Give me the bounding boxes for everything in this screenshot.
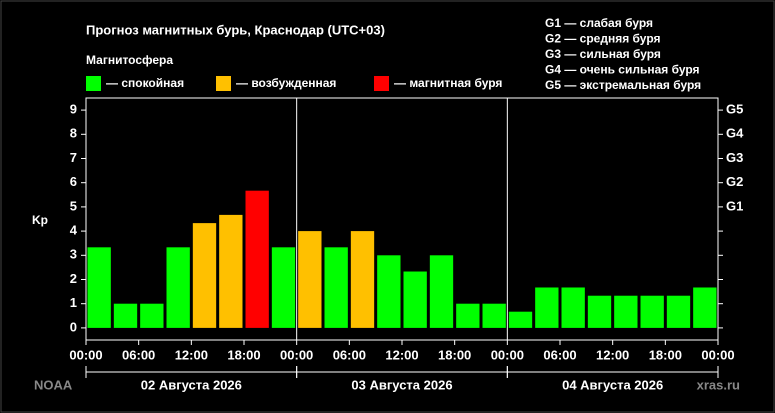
x-tick-label: 06:00 <box>543 347 576 362</box>
y-tick-label: 7 <box>70 150 77 165</box>
bar <box>614 295 638 328</box>
legend-label: — магнитная буря <box>394 76 502 90</box>
day-label: 03 Августа 2026 <box>351 377 452 392</box>
bar <box>377 255 401 328</box>
y-tick-label: 2 <box>70 271 77 286</box>
storm-level: G2 — средняя буря <box>545 32 661 46</box>
bar <box>350 231 375 328</box>
x-tick-label: 00:00 <box>280 347 313 362</box>
legend-label: — возбужденная <box>236 76 336 90</box>
bar <box>324 247 348 328</box>
x-tick-label: 18:00 <box>649 347 682 362</box>
y-tick-label: 8 <box>70 126 77 141</box>
legend-title: Магнитосфера <box>86 53 173 67</box>
y2-tick-label: G4 <box>726 126 744 141</box>
legend-swatch <box>216 76 231 91</box>
y2-tick-label: G2 <box>726 174 743 189</box>
y-tick-label: 1 <box>70 295 77 310</box>
y2-tick-label: G1 <box>726 198 743 213</box>
legend-swatch <box>86 76 101 91</box>
bar <box>482 303 506 328</box>
x-tick-label: 00:00 <box>491 347 524 362</box>
storm-level: G4 — очень сильная буря <box>545 63 700 77</box>
x-tick-label: 00:00 <box>69 347 102 362</box>
bar <box>587 295 612 328</box>
x-tick-label: 12:00 <box>596 347 629 362</box>
x-tick-label: 18:00 <box>227 347 260 362</box>
chart-title: Прогноз магнитных бурь, Краснодар (UTC+0… <box>86 22 385 37</box>
legend-swatch <box>374 76 389 91</box>
y-tick-label: 6 <box>70 174 77 189</box>
bar <box>271 247 296 328</box>
storm-level: G1 — слабая буря <box>545 16 653 30</box>
storm-level: G5 — экстремальная буря <box>545 78 701 92</box>
bar <box>113 303 138 328</box>
x-tick-label: 00:00 <box>701 347 734 362</box>
x-tick-label: 12:00 <box>175 347 208 362</box>
y-tick-label: 5 <box>70 198 77 213</box>
bar <box>508 311 533 328</box>
legend-label: — спокойная <box>106 76 184 90</box>
bar <box>561 287 585 328</box>
y-tick-label: 3 <box>70 247 77 262</box>
bar <box>245 190 269 328</box>
bar <box>693 287 717 328</box>
y-tick-label: 9 <box>70 102 77 117</box>
bar <box>666 295 691 328</box>
source-right: xras.ru <box>697 377 740 392</box>
bar <box>456 303 480 328</box>
day-label: 02 Августа 2026 <box>141 377 242 392</box>
bar <box>640 295 664 328</box>
bar <box>429 255 454 328</box>
y-tick-label: 0 <box>70 319 77 334</box>
bar <box>140 303 164 328</box>
bar <box>535 287 559 328</box>
y-axis-label: Kp <box>32 213 48 227</box>
bar <box>192 223 217 328</box>
bar <box>298 231 322 328</box>
x-tick-label: 12:00 <box>385 347 418 362</box>
y2-tick-label: G5 <box>726 102 743 117</box>
bar <box>87 247 111 328</box>
x-tick-label: 06:00 <box>122 347 155 362</box>
bar <box>166 247 190 328</box>
x-tick-label: 18:00 <box>438 347 471 362</box>
x-tick-label: 06:00 <box>333 347 366 362</box>
bar <box>403 271 427 328</box>
day-label: 04 Августа 2026 <box>562 377 663 392</box>
y-tick-label: 4 <box>70 223 78 238</box>
storm-level: G3 — сильная буря <box>545 47 661 61</box>
source-left: NOAA <box>34 377 73 392</box>
bar <box>219 214 243 328</box>
y2-tick-label: G3 <box>726 150 743 165</box>
